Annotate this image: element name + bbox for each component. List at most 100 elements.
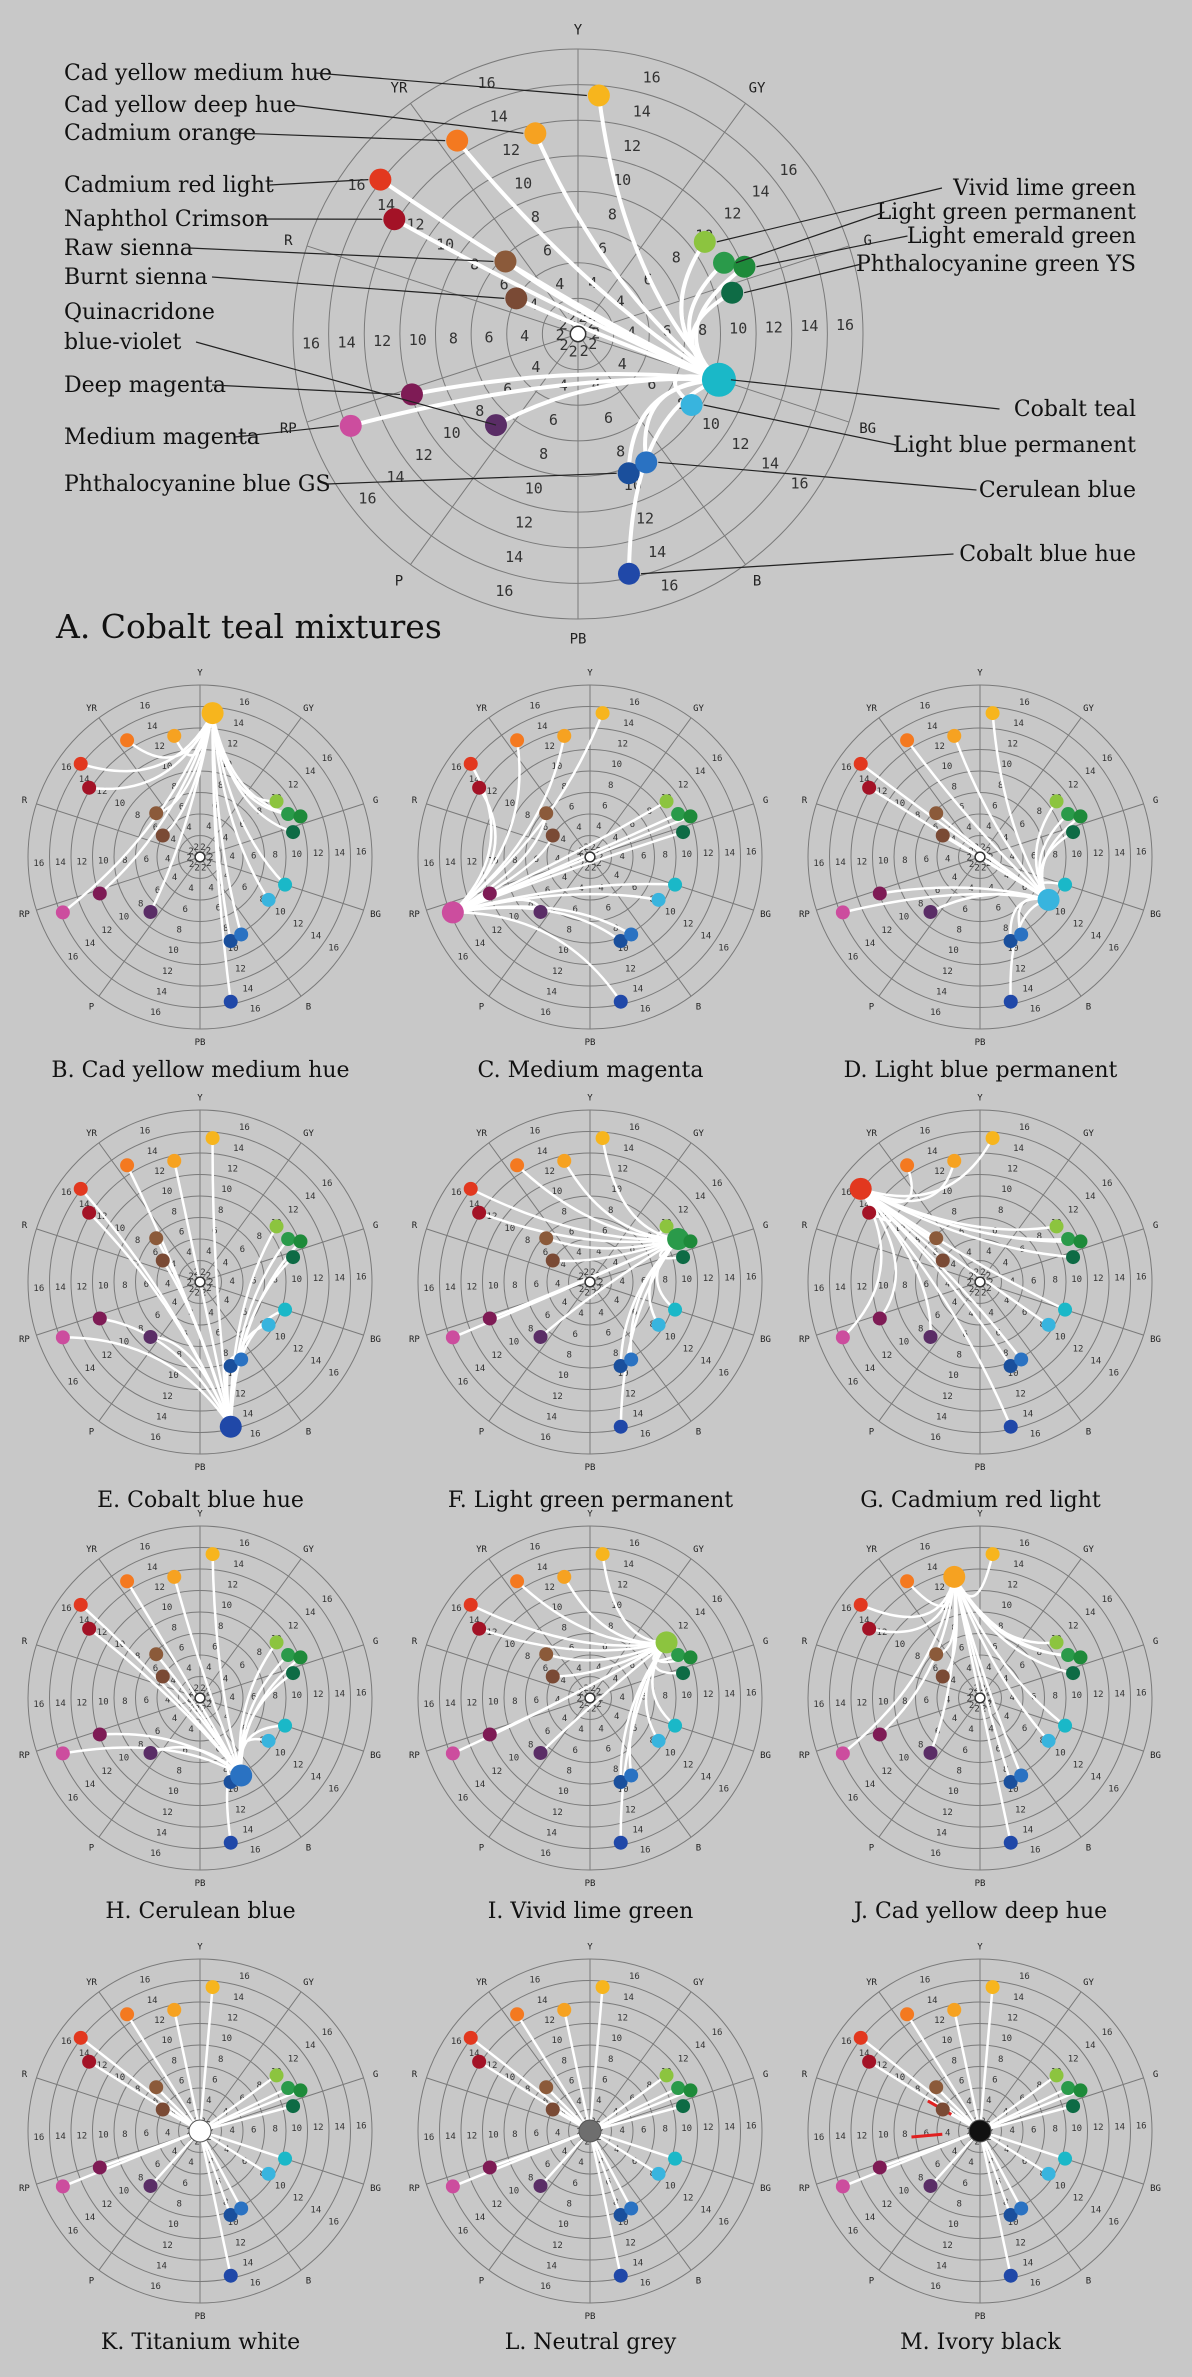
- pigment-dot: [923, 904, 938, 919]
- pigment-dot: [510, 2007, 525, 2022]
- pigment-dot: [463, 1597, 478, 1612]
- pigment-dot: [900, 1158, 915, 1173]
- ring-label: 10: [1055, 1748, 1066, 1758]
- ring-label: 14: [936, 987, 947, 997]
- pigment-dot: [545, 1669, 560, 1684]
- ring-label: 2: [194, 863, 199, 873]
- ring-label: 4: [945, 854, 950, 864]
- pigment-label: Light blue permanent: [893, 433, 1136, 458]
- ring-label: 10: [98, 2131, 109, 2141]
- ring-label: 12: [683, 1760, 694, 1770]
- ring-label: 14: [55, 1283, 66, 1293]
- grid-spoke: [979, 1142, 1082, 1283]
- hue-label: G: [373, 1637, 378, 1647]
- pigment-dot: [557, 2002, 572, 2017]
- ring-label: 12: [1068, 1205, 1079, 1215]
- ring-label: 14: [156, 2261, 167, 2271]
- centre-marker: [974, 1692, 986, 1704]
- hue-label: YR: [391, 80, 408, 96]
- ring-label: 2: [201, 1288, 206, 1298]
- pigment-dot: [545, 2102, 560, 2117]
- hue-label: GY: [303, 1545, 314, 1555]
- ring-label: 6: [572, 2179, 577, 2189]
- ring-label: 4: [1004, 1712, 1009, 1722]
- ring-label: 4: [613, 1674, 618, 1684]
- hue-label: PB: [585, 1463, 596, 1473]
- hue-label: YR: [86, 1129, 97, 1139]
- hue-label: GY: [693, 1545, 704, 1555]
- hue-label: G: [373, 1221, 378, 1231]
- pigment-dot: [1073, 1234, 1088, 1249]
- grid-spoke: [199, 1281, 302, 1422]
- ring-label: 16: [848, 1377, 859, 1387]
- ring-label: 16: [139, 1976, 150, 1986]
- pigment-dot: [143, 1329, 158, 1344]
- hue-label: PB: [585, 1038, 596, 1048]
- ring-label: 6: [182, 905, 187, 915]
- hue-label: R: [22, 1221, 28, 1231]
- ring-label: 14: [927, 1563, 938, 1573]
- ring-label: 8: [177, 2199, 182, 2209]
- ring-label: 8: [562, 2056, 567, 2066]
- ring-label: 14: [469, 775, 480, 785]
- pigment-dot: [92, 2160, 107, 2175]
- pigment-dot: [149, 2080, 164, 2095]
- pigment-dot: [872, 1727, 887, 1742]
- ring-label: 4: [614, 2145, 619, 2155]
- ring-label: 12: [544, 1583, 555, 1593]
- hue-label: PB: [585, 1879, 596, 1889]
- hue-label: RP: [19, 910, 30, 920]
- ring-label: 16: [356, 1689, 367, 1699]
- wheel-panel-6: 2468101214162468101214162468101214162468…: [799, 1094, 1161, 1473]
- ring-label: 6: [543, 242, 552, 260]
- ring-label: 12: [1068, 2054, 1079, 2064]
- leader-line: [234, 132, 446, 142]
- ring-label: 6: [996, 904, 1001, 914]
- ring-label: 8: [1052, 851, 1057, 861]
- ring-label: 16: [1019, 1972, 1030, 1982]
- grid-spoke: [979, 2130, 1082, 2271]
- ring-label: 8: [662, 1276, 667, 1286]
- ring-label: 14: [1013, 719, 1024, 729]
- ring-label: 4: [968, 884, 973, 894]
- wheel-panel-11: 2468101214162468101214162468101214162468…: [409, 1943, 771, 2322]
- mixing-line: [859, 1159, 956, 1203]
- ring-label: 4: [620, 1693, 625, 1703]
- ring-label: 8: [902, 2130, 907, 2140]
- ring-label: 4: [555, 2128, 560, 2138]
- pigment-dot: [1003, 1419, 1018, 1434]
- ring-label: 2: [596, 1700, 601, 1710]
- grid-spoke: [410, 103, 579, 335]
- centre-marker: [194, 851, 206, 863]
- ring-label: 14: [1114, 2122, 1125, 2132]
- pigment-dot: [651, 1317, 666, 1332]
- hue-label: P: [89, 1002, 95, 1012]
- hue-label: Y: [977, 669, 983, 679]
- pigment-dot: [668, 877, 683, 892]
- ring-label: 6: [569, 2077, 574, 2087]
- ring-label: 8: [525, 1652, 530, 1662]
- ring-label: 4: [1010, 1693, 1015, 1703]
- ring-label: 6: [182, 2179, 187, 2189]
- pigment-dot: [651, 1733, 666, 1748]
- ring-label: 16: [322, 2028, 333, 2038]
- hue-label: R: [802, 1221, 808, 1231]
- hue-label: GY: [303, 1978, 314, 1988]
- ring-label: 10: [118, 2187, 129, 2197]
- ring-label: 10: [228, 944, 239, 954]
- ring-label: 8: [915, 1236, 920, 1246]
- ring-label: 8: [918, 1324, 923, 1334]
- hue-label: RP: [409, 1335, 420, 1345]
- ring-label: 4: [598, 1724, 603, 1734]
- grid-spoke: [488, 1142, 591, 1283]
- ring-label: 8: [616, 442, 625, 460]
- ring-label: 16: [540, 1433, 551, 1443]
- grid-spoke: [589, 1644, 754, 1699]
- ring-label: 14: [632, 1825, 643, 1835]
- pigment-dot: [120, 2007, 135, 2022]
- ring-label: 16: [451, 1604, 462, 1614]
- ring-label: 2: [596, 1688, 601, 1698]
- hue-label: GY: [693, 704, 704, 714]
- ring-label: 14: [695, 2041, 706, 2051]
- ring-label: 16: [458, 1793, 469, 1803]
